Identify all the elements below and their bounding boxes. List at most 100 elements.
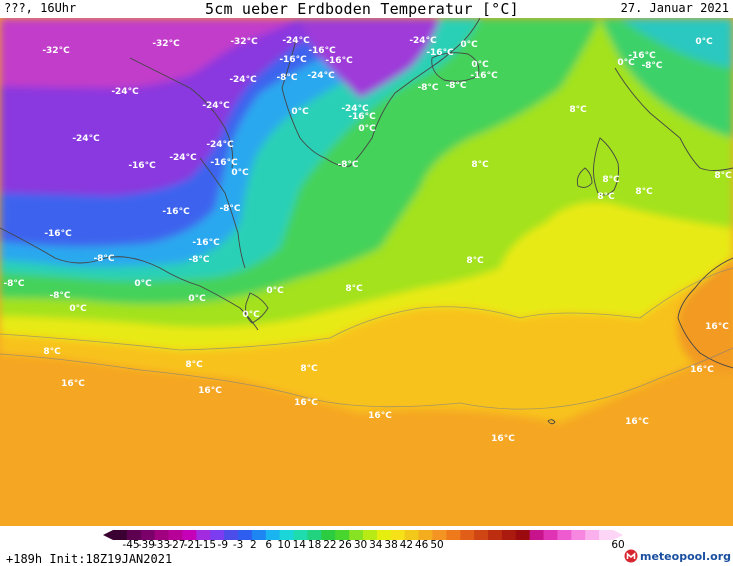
temperature-label: -16°C xyxy=(348,112,376,122)
colorbar-tick-label: 46 xyxy=(415,539,429,551)
iberia-warm xyxy=(677,258,733,373)
colorbar-tick-label: -15 xyxy=(198,539,217,551)
colorbar-tick-label: 34 xyxy=(369,539,383,551)
britain-coast xyxy=(593,137,619,196)
temperature-label: 0°C xyxy=(617,58,635,68)
temperature-label: 8°C xyxy=(185,360,203,370)
temperature-label: -24°C xyxy=(341,104,369,114)
temperature-field xyxy=(0,18,733,423)
temperature-label: 0°C xyxy=(460,40,478,50)
colorbar-segment xyxy=(265,530,281,540)
colorbar-segment xyxy=(446,530,461,540)
colorbar-segment xyxy=(279,530,295,540)
map-title: 5cm ueber Erdboden Temperatur [°C] xyxy=(205,0,519,18)
temperature-label: -32°C xyxy=(42,46,70,56)
meteopool-logo-icon xyxy=(624,549,638,563)
temperature-label: 0°C xyxy=(134,279,152,289)
colorbar-tick-label: 26 xyxy=(338,539,352,551)
colorbar-tick-label: -9 xyxy=(217,539,229,551)
temperature-label: -8°C xyxy=(337,160,358,170)
colorbar-tick-label: -21 xyxy=(183,539,201,551)
colorbar-segment xyxy=(140,530,156,540)
colorbar-segment xyxy=(418,530,434,540)
temperature-label: -8°C xyxy=(445,81,466,91)
iceland-coast xyxy=(431,52,480,82)
temperature-label: 0°C xyxy=(358,124,376,134)
temperature-label: 8°C xyxy=(345,284,363,294)
colorbar-tick-label: -27 xyxy=(168,539,186,551)
temperature-label: -32°C xyxy=(230,37,258,47)
colorbar-segment xyxy=(168,530,184,540)
colorbar-segment xyxy=(432,530,447,540)
colorbar-ticks: -45 -39 -33 -27 -21 -15 -9 -3 2 6 10 14 18 22 26 30 34 38… xyxy=(0,539,733,553)
labrador-coast xyxy=(199,157,246,269)
temperature-label: 0°C xyxy=(69,304,87,314)
colorbar-segment xyxy=(224,530,239,540)
colorbar-right-arrow xyxy=(613,530,623,540)
colorbar-segment xyxy=(390,530,406,540)
temperature-label: -24°C xyxy=(229,75,257,85)
init-time-label: +189h Init:18Z19JAN2021 xyxy=(6,552,173,566)
colorbar-segment xyxy=(585,530,600,540)
scandinavia-north xyxy=(620,18,733,68)
newfoundland-coast xyxy=(245,292,269,324)
colorbar-segment xyxy=(404,530,420,540)
location-time-label: ???, 16Uhr xyxy=(4,1,77,15)
canada-coast xyxy=(0,227,259,331)
temperature-label: -8°C xyxy=(49,291,70,301)
colorbar-tick-label: 38 xyxy=(384,539,398,551)
temperature-label: 16°C xyxy=(625,417,649,427)
temperature-label: -16°C xyxy=(426,48,454,58)
temperature-label: 8°C xyxy=(43,347,61,357)
colorbar-segment xyxy=(376,530,392,540)
temperature-label: -16°C xyxy=(128,161,156,171)
temperature-label: 16°C xyxy=(690,365,714,375)
colorbar-tick-label: 14 xyxy=(292,539,306,551)
colorbar-segment xyxy=(349,530,364,540)
temperature-labels: -32°C-32°C -32°C -24°C-16°C-16°C -16°C-24°C… xyxy=(3,36,732,444)
colorbar-tick-label: -45 xyxy=(122,539,140,551)
temperature-label: -24°C xyxy=(202,101,230,111)
temperature-label: -16°C xyxy=(44,229,72,239)
colorbar-tick-label: 30 xyxy=(353,539,368,551)
temperature-label: 8°C xyxy=(300,364,318,374)
temperature-label: 8°C xyxy=(602,175,620,185)
colorbar-left-arrow xyxy=(103,530,113,540)
colorbar-tick-label: 18 xyxy=(307,539,322,551)
zone-minus32c xyxy=(0,18,300,88)
colorbar-segment xyxy=(571,530,586,540)
ireland-coast xyxy=(576,167,593,188)
meteopool-logo[interactable]: meteopool.org xyxy=(624,548,731,564)
colorbar-segment xyxy=(113,530,128,540)
temperature-label: -16°C xyxy=(279,55,307,65)
temperature-label: -8°C xyxy=(219,204,240,214)
colorbar-segment xyxy=(321,530,336,540)
temperature-label: 0°C xyxy=(242,310,260,320)
isotherm-8 xyxy=(0,267,733,351)
colorbar-segment xyxy=(363,530,378,540)
temperature-label: -8°C xyxy=(641,61,662,71)
colorbar-segment xyxy=(515,530,531,540)
greenland-coast xyxy=(281,18,481,167)
colorbar xyxy=(103,530,623,540)
isotherm-16 xyxy=(0,347,733,410)
colorbar-tick-label: 2 xyxy=(250,539,257,551)
temperature-label: -24°C xyxy=(169,153,197,163)
temperature-label: 0°C xyxy=(266,286,284,296)
meteopool-logo-text: meteopool.org xyxy=(640,549,731,563)
colorbar-segment xyxy=(307,530,322,540)
colorbar-segment xyxy=(460,530,475,540)
colorbar-segment xyxy=(196,530,211,540)
temperature-label: -16°C xyxy=(470,71,498,81)
header-bar: ???, 16Uhr 5cm ueber Erdboden Temperatur… xyxy=(0,0,733,18)
temperature-label: 0°C xyxy=(231,168,249,178)
footer-bar: -45 -39 -33 -27 -21 -15 -9 -3 2 6 10 14 18 22 26 30 34 38… xyxy=(0,526,733,566)
colorbar-segment xyxy=(210,530,225,540)
temperature-label: -16°C xyxy=(162,207,190,217)
temperature-label: 8°C xyxy=(471,160,489,170)
temperature-label: 16°C xyxy=(198,386,222,396)
temperature-label: 0°C xyxy=(471,60,489,70)
temperature-label: -16°C xyxy=(308,46,336,56)
temperature-label: -8°C xyxy=(93,254,114,264)
